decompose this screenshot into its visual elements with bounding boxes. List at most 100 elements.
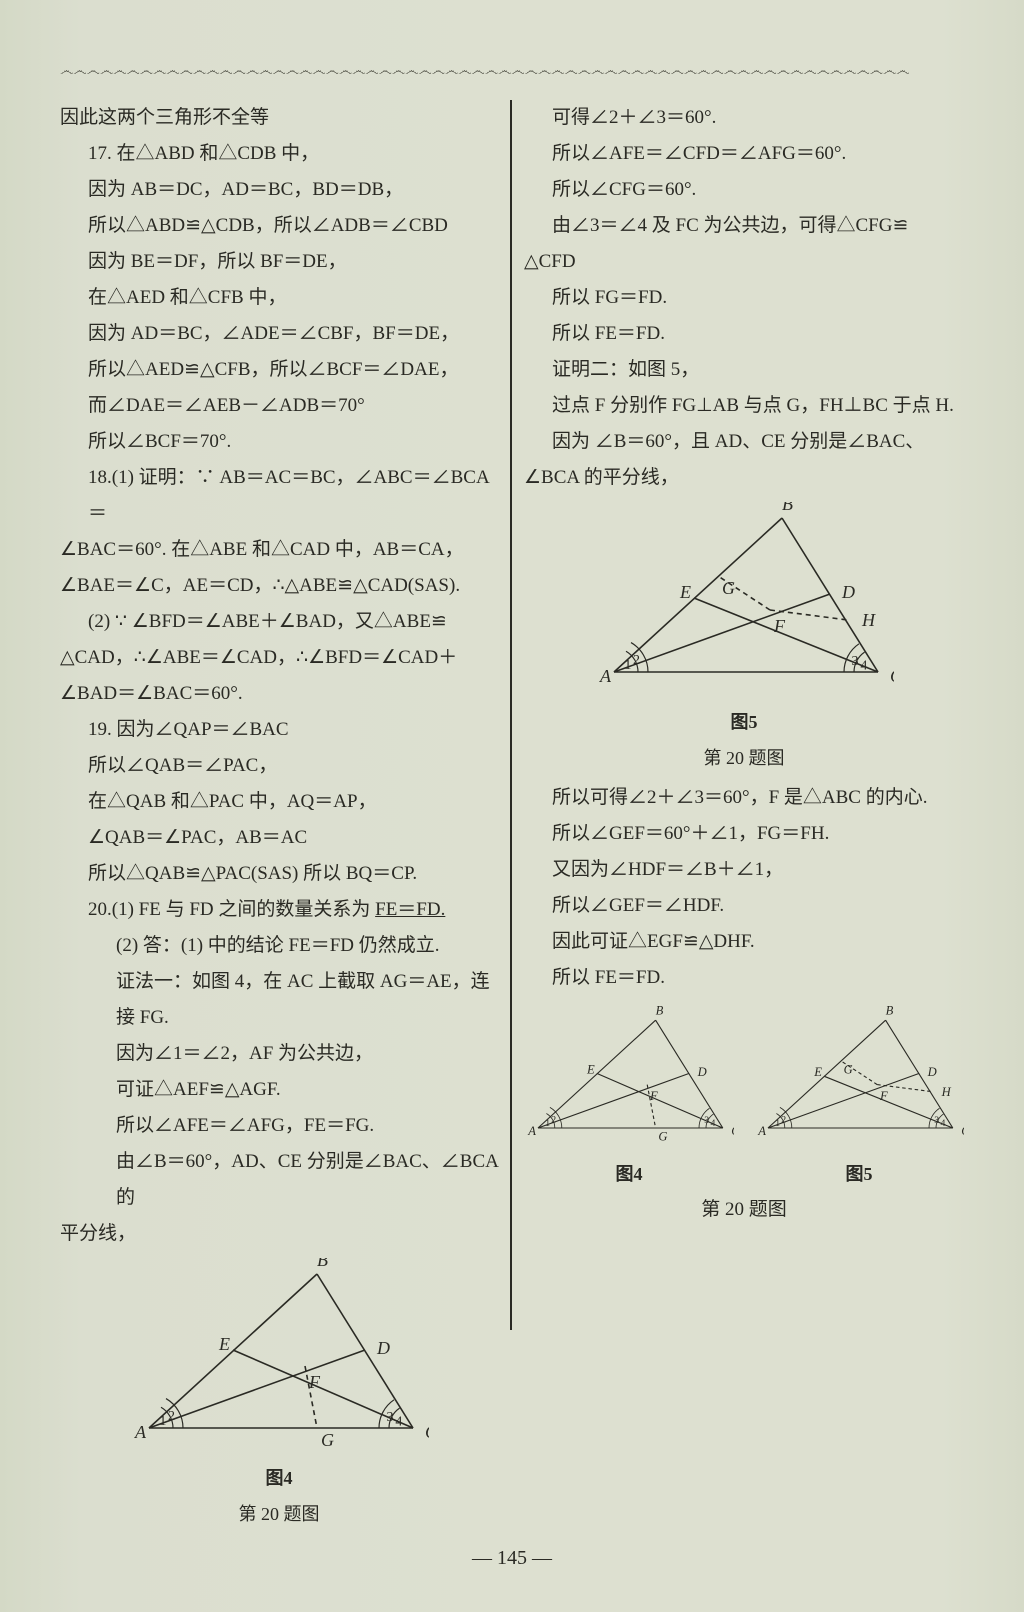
figure-5: 1243ABCEDFGH 图5 第 20 题图 (524, 502, 964, 776)
text-line: 所以△QAB≌△PAC(SAS) 所以 BQ＝CP. (60, 856, 498, 892)
svg-text:3: 3 (852, 654, 859, 669)
text-line: 在△QAB 和△PAC 中，AQ＝AP， (60, 784, 498, 820)
svg-text:2: 2 (168, 1409, 175, 1424)
text-line: 由∠3＝∠4 及 FC 为公共边，可得△CFG≌ (524, 208, 964, 244)
svg-text:3: 3 (704, 1115, 709, 1126)
text-line: ∠BAC＝60°. 在△ABE 和△CAD 中，AB＝CA， (60, 532, 498, 568)
column-divider (510, 100, 512, 1330)
text-line: 所以△AED≌△CFB，所以∠BCF＝∠DAE， (60, 352, 498, 388)
text-line: (2) ∵ ∠BFD＝∠ABE＋∠BAD，又△ABE≌ (60, 604, 498, 640)
svg-text:C: C (890, 666, 894, 686)
text-line: 因为∠1＝∠2，AF 为公共边， (60, 1036, 498, 1072)
figure-subcaption: 第 20 题图 (239, 1496, 320, 1532)
text-line: 所以∠GEF＝60°＋∠1，FG＝FH. (524, 816, 964, 852)
svg-text:A: A (134, 1422, 147, 1442)
text-line: 由∠B＝60°，AD、CE 分别是∠BAC、∠BCA 的 (60, 1144, 498, 1216)
text-line: 所以∠BCF＝70°. (60, 424, 498, 460)
svg-text:4: 4 (710, 1118, 715, 1129)
text-line: 所以 FE＝FD. (524, 960, 964, 996)
text-line: 因为 ∠B＝60°，且 AD、CE 分别是∠BAC、 (524, 424, 964, 460)
text-line: 所以 FE＝FD. (524, 316, 964, 352)
text-line: 所以可得∠2＋∠3＝60°，F 是△ABC 的内心. (524, 780, 964, 816)
text-line: 因此可证△EGF≌△DHF. (524, 924, 964, 960)
text-line: 所以 FG＝FD. (524, 280, 964, 316)
text-line: 19. 因为∠QAP＝∠BAC (60, 712, 498, 748)
svg-text:2: 2 (781, 1114, 786, 1125)
svg-text:F: F (879, 1089, 888, 1103)
left-column: 因此这两个三角形不全等 17. 在△ABD 和△CDB 中， 因为 AB＝DC，… (60, 100, 506, 1360)
svg-text:G: G (844, 1062, 853, 1076)
figure-pair: 1243ABCEDFG 图4 1243ABCEDFGH 图5 (524, 1004, 964, 1192)
svg-text:3: 3 (387, 1410, 394, 1425)
svg-text:3: 3 (934, 1115, 939, 1126)
text-line: 所以∠GEF＝∠HDF. (524, 888, 964, 924)
text-line: ∠BAE＝∠C，AE＝CD，∴△ABE≌△CAD(SAS). (60, 568, 498, 604)
text-line: 因为 AD＝BC，∠ADE＝∠CBF，BF＝DE， (60, 316, 498, 352)
svg-text:H: H (941, 1085, 952, 1099)
svg-text:D: D (697, 1065, 707, 1079)
svg-text:C: C (425, 1422, 429, 1442)
geometry-diagram-icon: 1243ABCEDFG (129, 1258, 429, 1458)
figure-subcaption: 第 20 题图 (704, 740, 785, 776)
text-line: 所以∠CFG＝60°. (524, 172, 964, 208)
text-line: ∠QAB＝∠PAC，AB＝AC (60, 820, 498, 856)
svg-text:A: A (599, 666, 612, 686)
text-line: 因为 BE＝DF，所以 BF＝DE， (60, 244, 498, 280)
figure-4-small: 1243ABCEDFG 图4 (524, 1004, 734, 1192)
figure-caption: 图4 (266, 1460, 293, 1496)
svg-text:D: D (841, 582, 855, 602)
svg-text:F: F (308, 1372, 321, 1392)
figure-caption: 图4 (616, 1156, 643, 1192)
text-line: 又因为∠HDF＝∠B＋∠1， (524, 852, 964, 888)
svg-text:G: G (722, 578, 735, 598)
text-line: 所以△ABD≌△CDB，所以∠ADB＝∠CBD (60, 208, 498, 244)
svg-text:1: 1 (159, 1414, 166, 1429)
svg-text:B: B (656, 1004, 664, 1018)
geometry-diagram-icon: 1243ABCEDFGH (754, 1004, 964, 1154)
underlined-text: FE＝FD. (375, 899, 445, 920)
svg-text:F: F (649, 1089, 658, 1103)
text-line: 可证△AEF≌△AGF. (60, 1072, 498, 1108)
text-line: △CAD，∴∠ABE＝∠CAD，∴∠BFD＝∠CAD＋ (60, 640, 498, 676)
text-line: 过点 F 分别作 FG⊥AB 与点 G，FH⊥BC 于点 H. (524, 388, 964, 424)
right-column: 可得∠2＋∠3＝60°. 所以∠AFE＝∠CFD＝∠AFG＝60°. 所以∠CF… (516, 100, 964, 1360)
geometry-diagram-icon: 1243ABCEDFG (524, 1004, 734, 1154)
text-line: 证明二：如图 5， (524, 352, 964, 388)
svg-text:D: D (376, 1338, 390, 1358)
svg-text:1: 1 (545, 1118, 550, 1129)
svg-text:G: G (321, 1430, 334, 1450)
svg-text:G: G (658, 1130, 667, 1144)
geometry-diagram-icon: 1243ABCEDFGH (594, 502, 894, 702)
svg-text:A: A (757, 1124, 766, 1138)
text-line: 在△AED 和△CFB 中， (60, 280, 498, 316)
text-line: △CFD (524, 244, 964, 280)
svg-text:4: 4 (395, 1414, 402, 1429)
figure-subcaption: 第 20 题图 (524, 1192, 964, 1228)
decorative-border: ෴෴෴෴෴෴෴෴෴෴෴෴෴෴෴෴෴෴෴෴෴෴෴෴෴෴෴෴෴෴෴෴෴෴෴෴෴෴෴෴… (60, 64, 964, 76)
page-number: — 145 — (0, 1547, 1024, 1570)
page: ෴෴෴෴෴෴෴෴෴෴෴෴෴෴෴෴෴෴෴෴෴෴෴෴෴෴෴෴෴෴෴෴෴෴෴෴෴෴෴෴… (0, 0, 1024, 1612)
text-span: 20.(1) FE 与 FD 之间的数量关系为 (88, 899, 375, 920)
text-line: 20.(1) FE 与 FD 之间的数量关系为 FE＝FD. (60, 892, 498, 928)
svg-text:E: E (679, 582, 691, 602)
text-line: ∠BCA 的平分线， (524, 460, 964, 496)
text-line: 17. 在△ABD 和△CDB 中， (60, 136, 498, 172)
text-line: 因此这两个三角形不全等 (60, 100, 498, 136)
svg-text:B: B (886, 1004, 894, 1018)
svg-text:E: E (813, 1065, 822, 1079)
svg-text:1: 1 (624, 658, 631, 673)
figure-caption: 图5 (731, 704, 758, 740)
svg-text:A: A (527, 1124, 536, 1138)
text-line: 18.(1) 证明：∵ AB＝AC＝BC，∠ABC＝∠BCA＝ (60, 460, 498, 532)
text-line: 所以∠QAB＝∠PAC， (60, 748, 498, 784)
svg-text:4: 4 (860, 658, 867, 673)
figure-caption: 图5 (846, 1156, 873, 1192)
svg-text:E: E (586, 1062, 595, 1076)
svg-text:4: 4 (940, 1118, 945, 1129)
svg-text:C: C (731, 1124, 734, 1138)
svg-text:H: H (861, 610, 876, 630)
svg-text:D: D (927, 1065, 937, 1079)
text-line: 证法一：如图 4，在 AC 上截取 AG＝AE，连接 FG. (60, 964, 498, 1036)
figure-5-small: 1243ABCEDFGH 图5 (754, 1004, 964, 1192)
text-line: 而∠DAE＝∠AEB－∠ADB＝70° (60, 388, 498, 424)
